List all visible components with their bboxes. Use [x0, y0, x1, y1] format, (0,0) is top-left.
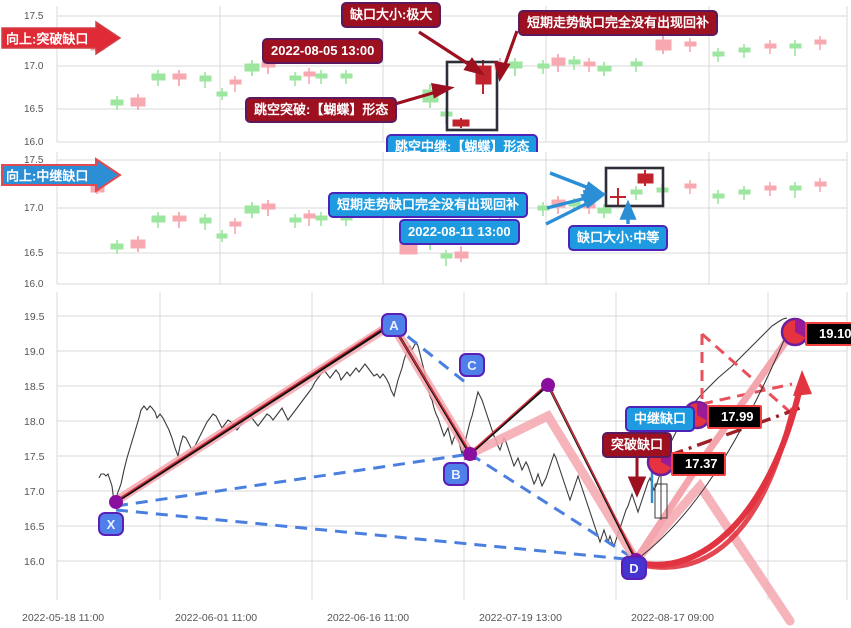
red-arrow-shape: [1, 20, 122, 56]
y-tick-bot-8: 16.0: [24, 556, 45, 568]
blue-arrow-shape: [1, 157, 122, 193]
pivot-label-b: B: [451, 466, 461, 482]
continuation-gap-direction-label: 向上:中继缺口: [6, 168, 89, 184]
pivot-tag-a[interactable]: A: [381, 313, 407, 337]
y-tick-top-2: 17.0: [24, 61, 44, 72]
y-tick-bot-3: 18.5: [24, 381, 45, 393]
pivot-label-x: X: [106, 516, 116, 532]
pivot-label-d: D: [629, 560, 639, 576]
y-tick-top-1: 17.5: [24, 11, 44, 22]
y-tick-bot-4: 18.0: [24, 416, 45, 428]
pivot-label-a: A: [389, 317, 399, 333]
continuation-datetime-label: 2022-08-11 13:00: [399, 219, 520, 245]
relay-pattern-label-top: 跳空中继:【蝴蝶】形态: [386, 134, 539, 160]
y-tick-bot-2: 19.0: [24, 346, 45, 358]
breakaway-gap-direction-arrow: 向上:突破缺口: [0, 20, 122, 56]
continuation-gap-direction-arrow: 向上:中继缺口: [0, 157, 122, 193]
continuation-gap-marker-label: 中继缺口: [625, 406, 696, 432]
pivot-tag-c[interactable]: C: [459, 353, 485, 377]
continuation-gap-plot: [56, 152, 848, 285]
price-callout-low: 17.37: [671, 452, 726, 476]
x-tick-3: 2022-06-16 11:00: [327, 612, 410, 624]
no-fill-label-mid: 短期走势缺口完全没有出现回补: [328, 192, 529, 218]
y-tick-bot-1: 19.5: [24, 311, 45, 323]
pivot-tag-d[interactable]: D: [621, 556, 647, 580]
continuation-focus-box: [604, 166, 665, 208]
pivot-label-c: C: [467, 357, 477, 373]
x-tick-5: 2022-08-17 09:00: [631, 612, 714, 624]
x-tick-1: 2022-05-18 11:00: [22, 612, 105, 624]
price-callout-mid: 17.99: [707, 405, 762, 429]
gap-size-medium-label: 缺口大小:中等: [568, 225, 669, 251]
price-callout-high: 19.10: [805, 322, 851, 346]
y-tick-top-3: 16.5: [24, 104, 44, 115]
no-fill-label-top: 短期走势缺口完全没有出现回补: [518, 10, 719, 36]
y-tick-bot-7: 16.5: [24, 521, 45, 533]
breakaway-gap-direction-label: 向上:突破缺口: [6, 31, 89, 47]
y-tick-top-4: 16.0: [24, 137, 44, 148]
x-tick-2: 2022-06-01 11:00: [175, 612, 258, 624]
y-tick-mid-1: 17.5: [24, 155, 44, 166]
x-tick-4: 2022-07-19 13:00: [479, 612, 562, 624]
breakaway-gap-marker-label: 突破缺口: [602, 432, 673, 458]
y-tick-bot-5: 17.5: [24, 451, 45, 463]
y-tick-mid-3: 16.5: [24, 248, 44, 259]
pivot-tag-b[interactable]: B: [443, 462, 469, 486]
continuation-gap-panel: 17.5 17.0 16.5 16.0: [0, 148, 851, 290]
pattern-panel: 19.5 19.0 18.5 18.0 17.5 17.0 16.5 16.0: [0, 288, 851, 628]
breakaway-datetime-label: 2022-08-05 13:00: [262, 38, 384, 64]
y-tick-mid-4: 16.0: [24, 279, 44, 290]
pattern-plot: [56, 292, 848, 626]
pivot-tag-x[interactable]: X: [98, 512, 124, 536]
y-tick-bot-6: 17.0: [24, 486, 45, 498]
y-tick-mid-2: 17.0: [24, 203, 44, 214]
breakaway-pattern-label: 跳空突破:【蝴蝶】形态: [245, 97, 398, 123]
gap-size-extreme-label: 缺口大小:极大: [341, 2, 442, 28]
